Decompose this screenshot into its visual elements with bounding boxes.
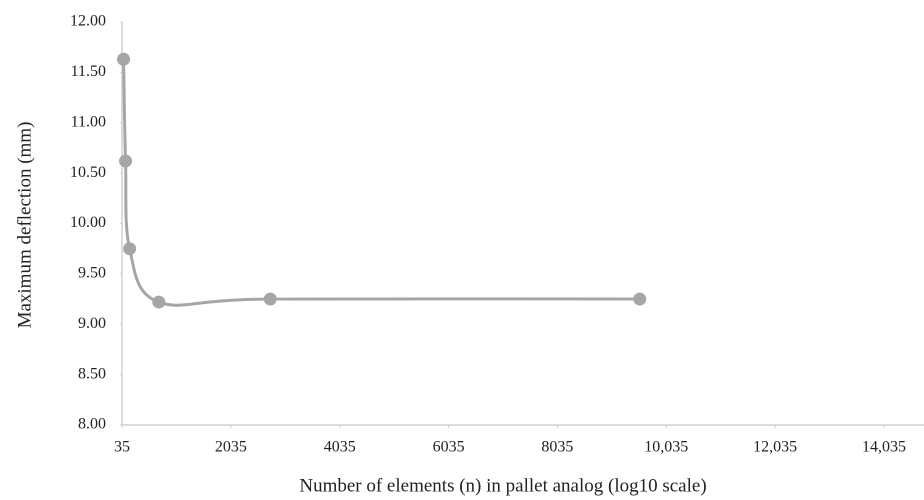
y-tick-label: 12.00	[70, 13, 106, 30]
data-point	[633, 292, 647, 306]
y-tick-label: 9.50	[78, 265, 106, 282]
x-tick-label: 2035	[215, 439, 247, 456]
y-tick-label: 8.00	[78, 416, 106, 433]
series-line	[122, 59, 640, 307]
x-tick-label: 10,035	[644, 439, 688, 456]
data-point	[123, 242, 137, 256]
y-axis-title: Maximum deflection (mm)	[14, 122, 35, 329]
x-tick-label: 12,035	[753, 439, 797, 456]
data-point	[119, 154, 133, 168]
x-tick-label: 6035	[433, 439, 465, 456]
x-tick-label: 4035	[324, 439, 356, 456]
data-point	[152, 295, 166, 309]
data-point	[263, 292, 277, 306]
data-point	[117, 52, 131, 66]
y-tick-label: 8.50	[78, 365, 106, 382]
y-tick-label: 10.00	[70, 214, 106, 231]
x-tick-label: 14,035	[862, 439, 906, 456]
x-tick-label: 8035	[541, 439, 573, 456]
y-tick-label: 9.00	[78, 315, 106, 332]
y-tick-label: 11.00	[71, 113, 106, 130]
x-axis-title: Number of elements (n) in pallet analog …	[299, 475, 706, 496]
x-tick-label: 35	[114, 439, 130, 456]
y-tick-label: 11.50	[71, 63, 106, 80]
y-tick-label: 10.50	[70, 164, 106, 181]
